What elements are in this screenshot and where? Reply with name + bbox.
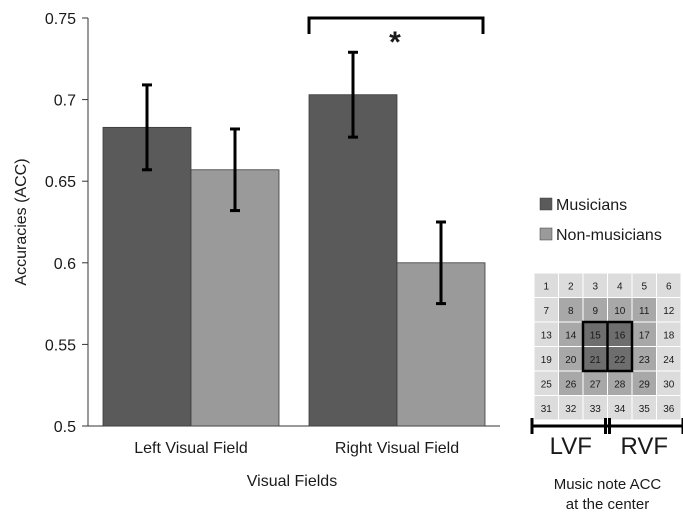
rvf-label: RVF xyxy=(620,433,668,460)
bar xyxy=(308,94,398,427)
grid-cell xyxy=(656,297,682,323)
legend-swatch xyxy=(539,227,553,241)
x-tick-label: Right Visual Field xyxy=(335,440,459,457)
grid-cell xyxy=(607,395,633,421)
significance-bracket xyxy=(307,16,485,34)
grid-cell-number: 3 xyxy=(592,281,598,292)
grid-cell-number: 11 xyxy=(639,306,650,317)
legend-label: Non-musicians xyxy=(556,227,662,244)
grid-cell-number: 1 xyxy=(543,281,549,292)
grid-cell-number: 25 xyxy=(541,379,553,390)
x-axis-label: Visual Fields xyxy=(247,473,337,490)
grid-cell-number: 17 xyxy=(639,330,651,341)
y-tick-label: 0.55 xyxy=(45,337,76,354)
grid-cell-number: 12 xyxy=(663,306,675,317)
grid-cell xyxy=(558,321,584,347)
grid-cell-number: 8 xyxy=(568,306,574,317)
grid-cell xyxy=(656,321,682,347)
grid-cell-number: 28 xyxy=(614,379,626,390)
grid-cell-number: 31 xyxy=(541,404,553,415)
grid-cell-number: 13 xyxy=(541,330,553,341)
grid-cell-number: 2 xyxy=(568,281,574,292)
inset-caption-line1: Music note ACC xyxy=(554,476,662,493)
grid-cell xyxy=(656,370,682,396)
grid-cell-number: 21 xyxy=(590,355,602,366)
grid-cell xyxy=(558,272,584,298)
grid-cell-number: 30 xyxy=(663,379,675,390)
y-tick-label: 0.6 xyxy=(54,256,76,273)
grid-cell xyxy=(656,395,682,421)
grid-cell xyxy=(656,346,682,372)
grid-cell xyxy=(582,272,608,298)
y-tick-label: 0.75 xyxy=(45,11,76,28)
y-tick-label: 0.7 xyxy=(54,93,76,110)
grid-cell-number: 19 xyxy=(541,355,553,366)
grid-cell-number: 27 xyxy=(590,379,602,390)
grid-cell-number: 34 xyxy=(614,404,626,415)
grid-cell-number: 32 xyxy=(565,404,577,415)
grid-cell-number: 29 xyxy=(639,379,651,390)
grid-cell-number: 24 xyxy=(663,355,675,366)
grid-cell-number: 35 xyxy=(639,404,651,415)
error-bars xyxy=(142,50,446,306)
y-axis-label: Accuracies (ACC) xyxy=(13,158,30,285)
grid-cell-number: 15 xyxy=(590,330,602,341)
legend: Musicians Non-musicians xyxy=(539,197,662,244)
grid-cell-number: 4 xyxy=(617,281,623,292)
significance-marker: * xyxy=(307,16,485,59)
grid-cell xyxy=(533,321,559,347)
grid-cell-number: 33 xyxy=(590,404,602,415)
bar xyxy=(190,169,280,427)
grid-cell-number: 18 xyxy=(663,330,675,341)
significance-label: * xyxy=(389,26,401,59)
bar xyxy=(102,126,192,427)
grid-cell-number: 10 xyxy=(614,306,626,317)
y-tick-label: 0.5 xyxy=(54,419,76,436)
grid-cell-number: 7 xyxy=(543,306,549,317)
legend-label: Musicians xyxy=(556,197,627,214)
lvf-label: LVF xyxy=(550,433,592,460)
y-tick-label: 0.65 xyxy=(45,174,76,191)
grid-cell-number: 36 xyxy=(663,404,675,415)
grid-cell-number: 6 xyxy=(666,281,672,292)
inset-caption-line2: at the center xyxy=(566,496,649,513)
grid-cell xyxy=(607,297,633,323)
x-axis-categories: Left Visual Field Right Visual Field xyxy=(134,440,459,457)
grid-cell xyxy=(582,297,608,323)
grid-cell xyxy=(558,395,584,421)
grid-cell xyxy=(631,395,657,421)
y-axis-ticks: 0.5 0.55 0.6 0.65 0.7 0.75 xyxy=(45,11,88,436)
grid-cell-number: 22 xyxy=(614,355,626,366)
grid-cell-number: 9 xyxy=(592,306,598,317)
grid-cell xyxy=(558,346,584,372)
grid-cell xyxy=(533,272,559,298)
grid-cell xyxy=(582,395,608,421)
grid-cell-number: 5 xyxy=(641,281,647,292)
bars xyxy=(102,94,486,427)
grid-cell-number: 23 xyxy=(639,355,651,366)
grid-cell-number: 16 xyxy=(614,330,626,341)
grid-cell xyxy=(607,346,633,372)
grid-cell-number: 14 xyxy=(565,330,577,341)
x-tick-label: Left Visual Field xyxy=(134,440,248,457)
legend-swatch xyxy=(539,197,553,211)
grid-cell-number: 20 xyxy=(565,355,577,366)
grid-cell-number: 26 xyxy=(565,379,577,390)
